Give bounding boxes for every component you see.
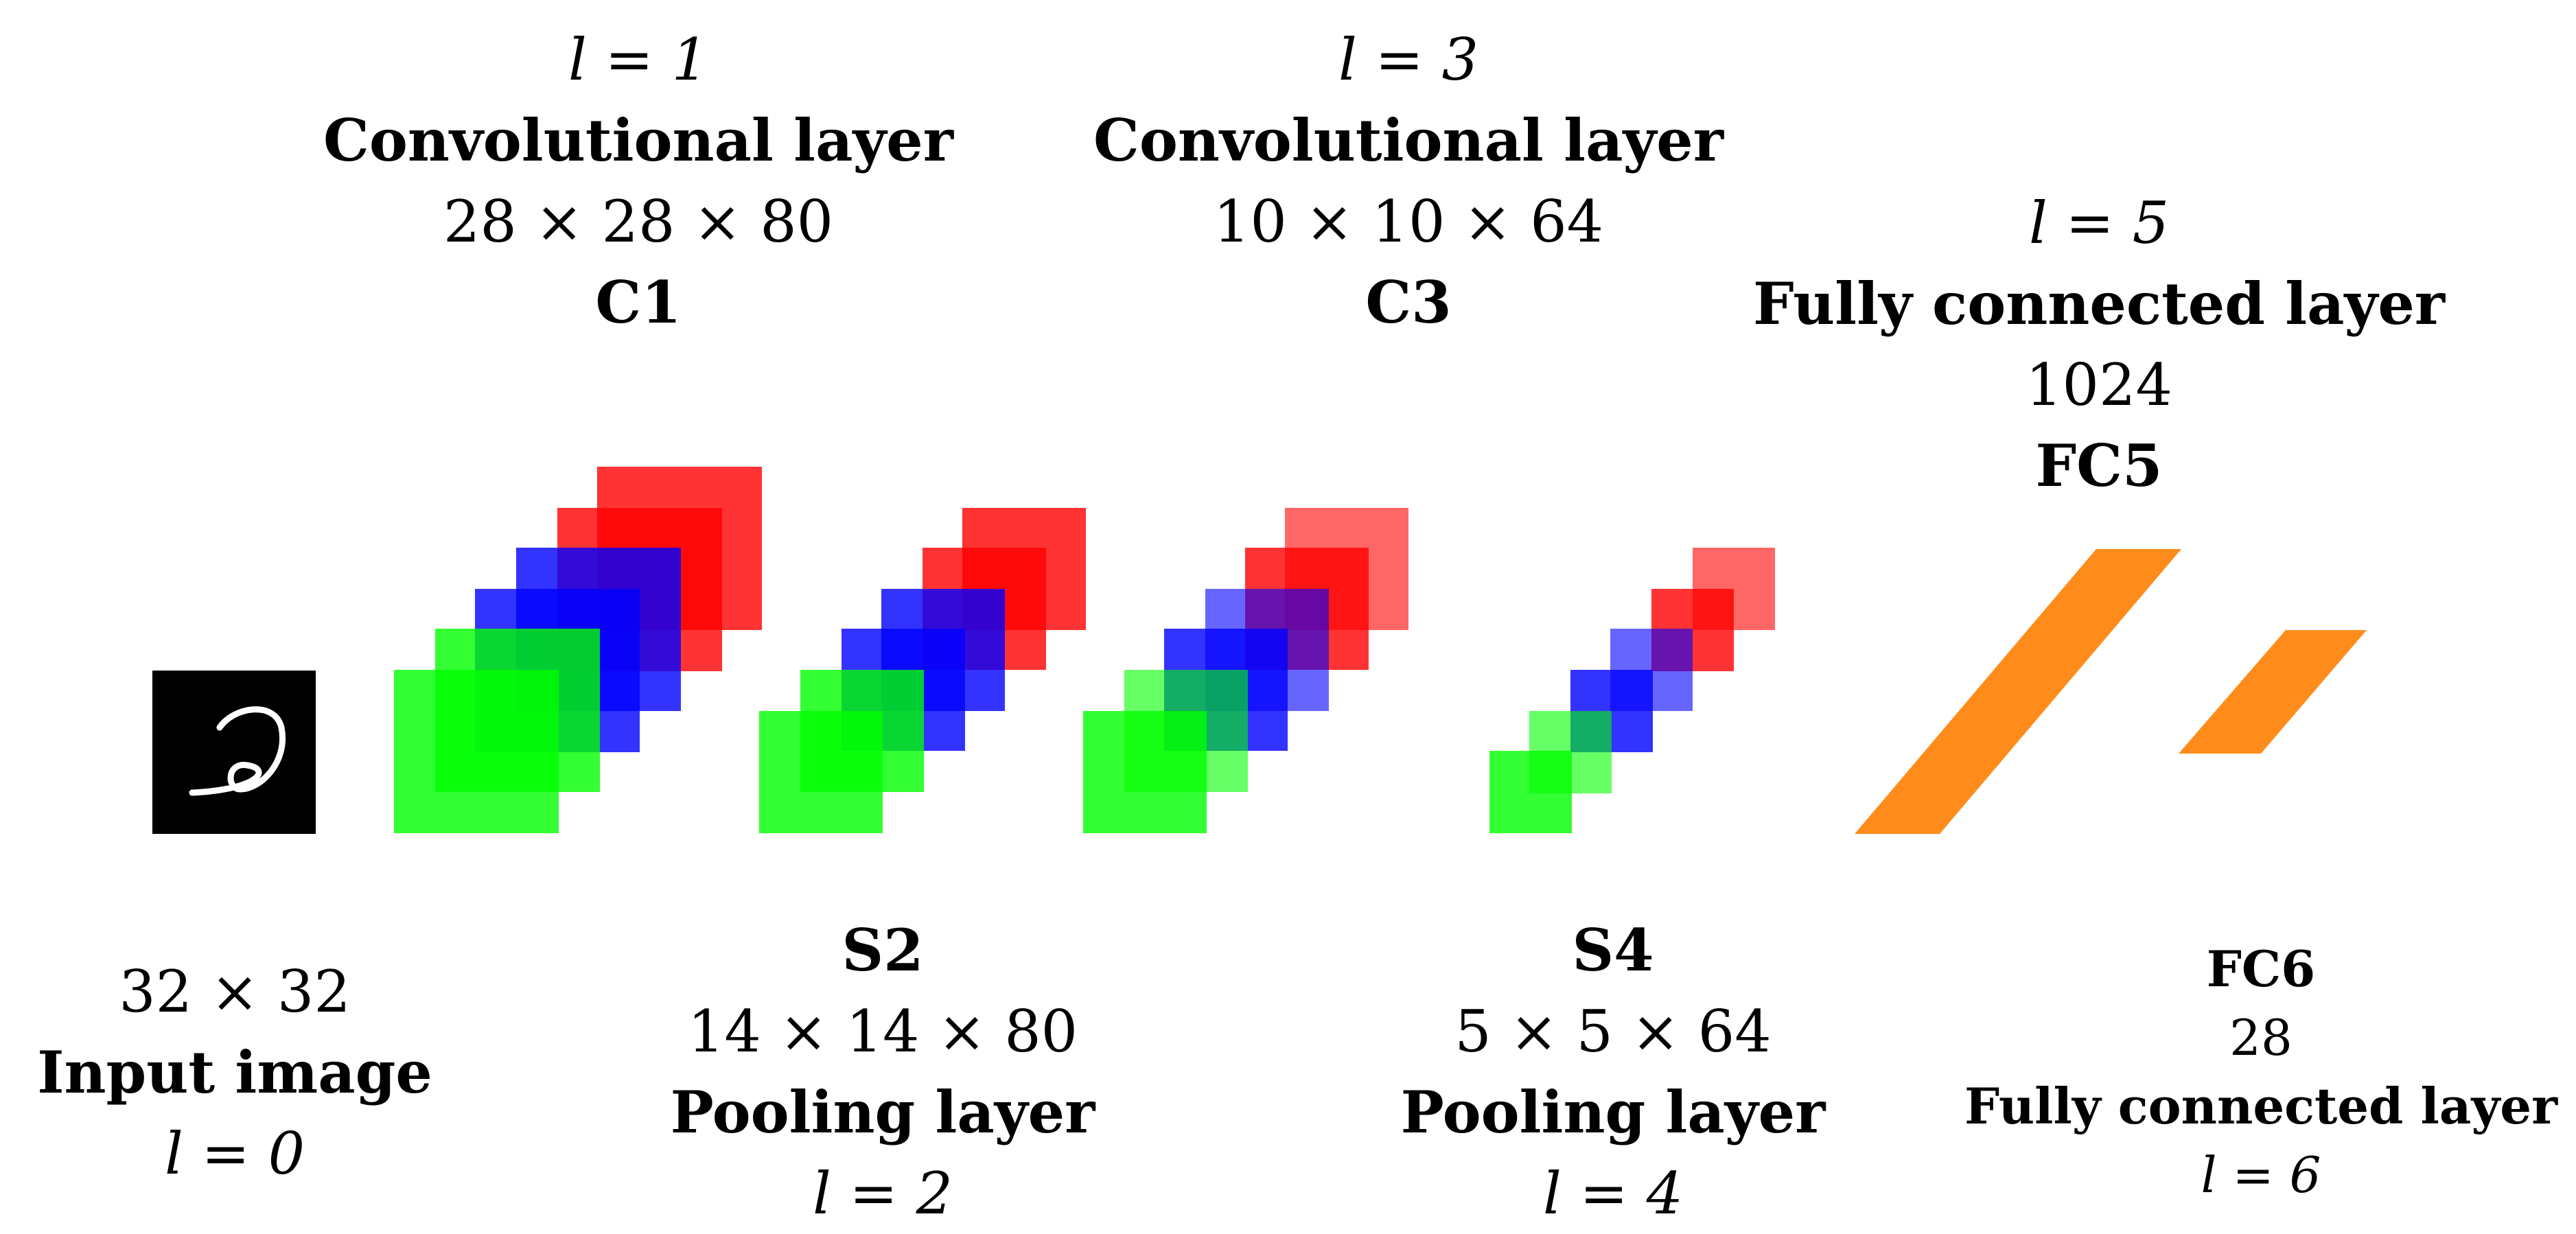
s2-feature-maps: [759, 508, 1086, 833]
c3-size: 10 × 10 × 64: [1213, 188, 1604, 255]
c3-name: C3: [1365, 268, 1452, 336]
c1-feature-maps: [394, 467, 762, 833]
s4-name: S4: [1572, 916, 1654, 984]
fc5-type: Fully connected layer: [1752, 270, 2446, 338]
fc6-name: FC6: [2206, 940, 2316, 998]
fc6-size: 28: [2229, 1009, 2293, 1067]
fc6-layer-shape: [2179, 630, 2367, 754]
s4-labels: S4 5 × 5 × 64 Pooling layer l = 4: [1401, 910, 1826, 1234]
input-labels: 32 × 32 Input image l = 0: [37, 951, 432, 1194]
c3-feature-maps: [1083, 508, 1408, 833]
input-index: l = 0: [164, 1120, 305, 1187]
c1-name: C1: [595, 268, 682, 336]
s2-name: S2: [842, 916, 924, 984]
c1-labels: l = 1 Convolutional layer 28 × 28 × 80 C…: [323, 19, 953, 343]
s2-size: 14 × 14 × 80: [687, 998, 1078, 1065]
c1-index: l = 1: [568, 26, 709, 93]
fc5-size: 1024: [2026, 351, 2172, 419]
s4-type: Pooling layer: [1400, 1078, 1826, 1146]
c1-size: 28 × 28 × 80: [443, 188, 834, 255]
input-image: [152, 671, 316, 834]
input-name: Input image: [37, 1038, 432, 1106]
handwritten-digit-icon: [189, 706, 286, 796]
c3-type: Convolutional layer: [1093, 106, 1724, 174]
s2-type: Pooling layer: [670, 1078, 1095, 1146]
fc5-index: l = 5: [2028, 189, 2170, 257]
fc6-type: Fully connected layer: [1964, 1077, 2558, 1135]
s4-size: 5 × 5 × 64: [1454, 998, 1772, 1065]
s2-labels: S2 14 × 14 × 80 Pooling layer l = 2: [671, 910, 1095, 1234]
s4-feature-maps: [1489, 548, 1775, 833]
c3-index: l = 3: [1338, 26, 1479, 93]
input-size: 32 × 32: [119, 958, 351, 1025]
s2-index: l = 2: [812, 1160, 953, 1227]
s4-index: l = 4: [1542, 1160, 1684, 1227]
fc6-index: l = 6: [2201, 1146, 2321, 1204]
fc5-labels: l = 5 Fully connected layer 1024 FC5: [1753, 183, 2445, 507]
fc5-layer-shape: [1855, 549, 2181, 834]
c1-type: Convolutional layer: [323, 106, 954, 174]
c3-labels: l = 3 Convolutional layer 10 × 10 × 64 C…: [1093, 19, 1724, 343]
fc5-name: FC5: [2035, 432, 2163, 500]
fc6-labels: FC6 28 Fully connected layer l = 6: [1964, 935, 2557, 1209]
